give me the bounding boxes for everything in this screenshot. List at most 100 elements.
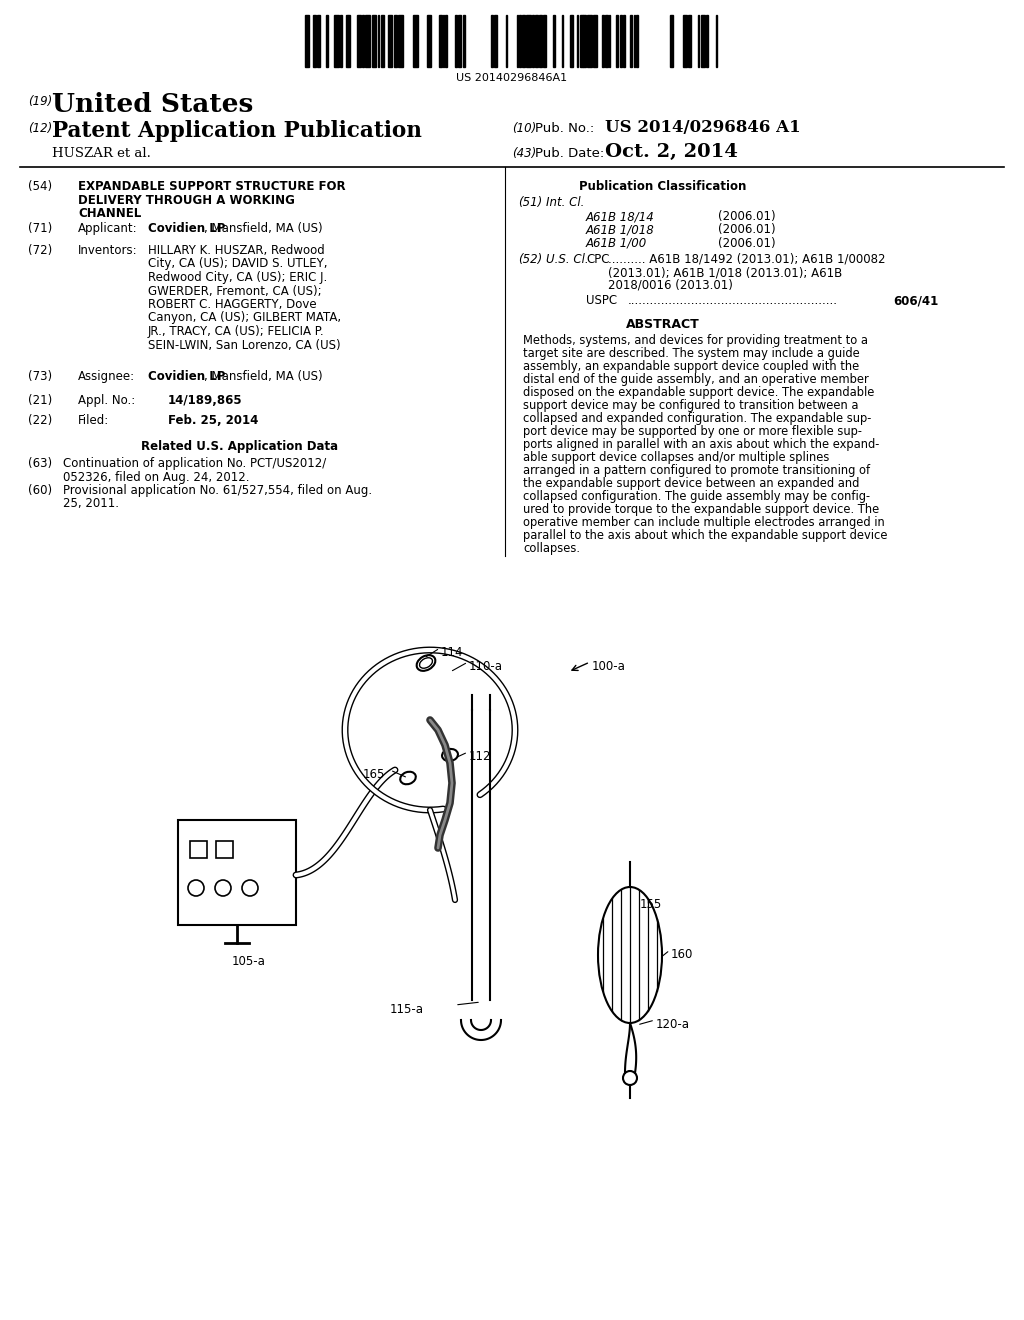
Text: (10): (10) (512, 121, 537, 135)
Text: Canyon, CA (US); GILBERT MATA,: Canyon, CA (US); GILBERT MATA, (148, 312, 341, 325)
Bar (609, 15, 610, 67)
Text: (43): (43) (512, 147, 537, 160)
Bar (305, 15, 308, 67)
Bar (700, 15, 706, 67)
Text: operative member can include multiple electrodes arranged in: operative member can include multiple el… (523, 516, 885, 529)
Text: USPC: USPC (586, 294, 617, 308)
Bar (427, 15, 430, 67)
Bar (707, 15, 708, 67)
Text: 155: 155 (640, 898, 663, 911)
Text: (73): (73) (28, 370, 52, 383)
Bar (634, 15, 635, 67)
Text: (22): (22) (28, 414, 52, 426)
Bar (620, 15, 623, 67)
Bar (602, 15, 604, 67)
Bar (698, 15, 699, 67)
Text: 110-a: 110-a (469, 660, 503, 673)
Bar (348, 15, 350, 67)
Bar (519, 15, 520, 67)
Text: Appl. No.:: Appl. No.: (78, 393, 135, 407)
Text: CHANNEL: CHANNEL (78, 207, 141, 220)
Bar (535, 15, 539, 67)
Text: 052326, filed on Aug. 24, 2012.: 052326, filed on Aug. 24, 2012. (63, 470, 250, 483)
Text: (71): (71) (28, 222, 52, 235)
Bar (366, 15, 370, 67)
Text: (21): (21) (28, 393, 52, 407)
Text: 160: 160 (671, 948, 693, 961)
Text: 112: 112 (469, 750, 492, 763)
Bar (490, 15, 494, 67)
Text: Provisional application No. 61/527,554, filed on Aug.: Provisional application No. 61/527,554, … (63, 484, 372, 498)
Bar (381, 15, 384, 67)
Bar (439, 15, 441, 67)
Text: Covidien LP: Covidien LP (148, 222, 225, 235)
Text: parallel to the axis about which the expandable support device: parallel to the axis about which the exp… (523, 529, 888, 543)
Text: , Mansfield, MA (US): , Mansfield, MA (US) (204, 370, 323, 383)
Bar (327, 15, 328, 67)
Text: (60): (60) (28, 484, 52, 498)
Bar (378, 15, 380, 67)
Text: the expandable support device between an expanded and: the expandable support device between an… (523, 477, 859, 490)
Text: collapses.: collapses. (523, 543, 580, 554)
Text: disposed on the expandable support device. The expandable: disposed on the expandable support devic… (523, 385, 874, 399)
Bar (413, 15, 418, 67)
Text: 115-a: 115-a (390, 1003, 424, 1016)
Text: Applicant:: Applicant: (78, 222, 137, 235)
Text: Related U.S. Application Data: Related U.S. Application Data (141, 440, 339, 453)
Text: (63): (63) (28, 457, 52, 470)
Text: 120-a: 120-a (656, 1018, 690, 1031)
Text: (12): (12) (28, 121, 52, 135)
Text: (52): (52) (518, 253, 543, 267)
Text: EXPANDABLE SUPPORT STRUCTURE FOR: EXPANDABLE SUPPORT STRUCTURE FOR (78, 180, 346, 193)
Bar (178, 820, 296, 925)
Bar (562, 15, 563, 67)
Text: U.S. Cl.: U.S. Cl. (546, 253, 589, 267)
Bar (463, 15, 465, 67)
Text: Continuation of application No. PCT/US2012/: Continuation of application No. PCT/US20… (63, 457, 327, 470)
Text: Filed:: Filed: (78, 414, 110, 426)
Text: assembly, an expandable support device coupled with the: assembly, an expandable support device c… (523, 360, 859, 374)
Bar (587, 15, 592, 67)
Bar (624, 15, 625, 67)
Bar (346, 15, 347, 67)
Text: Inventors:: Inventors: (78, 244, 137, 257)
Text: 105-a: 105-a (232, 954, 266, 968)
Bar (630, 15, 633, 67)
Text: Redwood City, CA (US); ERIC J.: Redwood City, CA (US); ERIC J. (148, 271, 328, 284)
Bar (636, 15, 638, 67)
Text: ured to provide torque to the expandable support device. The: ured to provide torque to the expandable… (523, 503, 880, 516)
Text: Publication Classification: Publication Classification (580, 180, 746, 193)
Bar (316, 15, 321, 67)
Bar (670, 15, 674, 67)
Text: Pub. Date:: Pub. Date: (535, 147, 604, 160)
Text: distal end of the guide assembly, and an operative member: distal end of the guide assembly, and an… (523, 374, 868, 385)
Text: able support device collapses and/or multiple splines: able support device collapses and/or mul… (523, 451, 829, 465)
Text: United States: United States (52, 92, 253, 117)
Text: (72): (72) (28, 244, 52, 257)
Text: (54): (54) (28, 180, 52, 193)
Bar (584, 15, 586, 67)
Bar (543, 15, 546, 67)
Bar (570, 15, 572, 67)
Text: A61B 1/00: A61B 1/00 (586, 238, 647, 249)
Text: ports aligned in parallel with an axis about which the expand-: ports aligned in parallel with an axis a… (523, 438, 880, 451)
Text: .......... A61B 18/1492 (2013.01); A61B 1/00082: .......... A61B 18/1492 (2013.01); A61B … (608, 253, 886, 267)
Bar (313, 15, 315, 67)
Bar (683, 15, 687, 67)
Bar (593, 15, 597, 67)
Text: CPC: CPC (586, 253, 609, 267)
Bar (456, 15, 457, 67)
Text: A61B 18/14: A61B 18/14 (586, 210, 654, 223)
Bar (458, 15, 461, 67)
Text: US 20140296846A1: US 20140296846A1 (457, 73, 567, 83)
Text: Assignee:: Assignee: (78, 370, 135, 383)
Text: (2006.01): (2006.01) (718, 210, 775, 223)
Bar (522, 15, 525, 67)
Bar (532, 15, 534, 67)
Bar (442, 15, 444, 67)
Text: Pub. No.:: Pub. No.: (535, 121, 594, 135)
Text: HILLARY K. HUSZAR, Redwood: HILLARY K. HUSZAR, Redwood (148, 244, 325, 257)
Bar (605, 15, 607, 67)
Bar (495, 15, 497, 67)
Text: Oct. 2, 2014: Oct. 2, 2014 (605, 143, 738, 161)
